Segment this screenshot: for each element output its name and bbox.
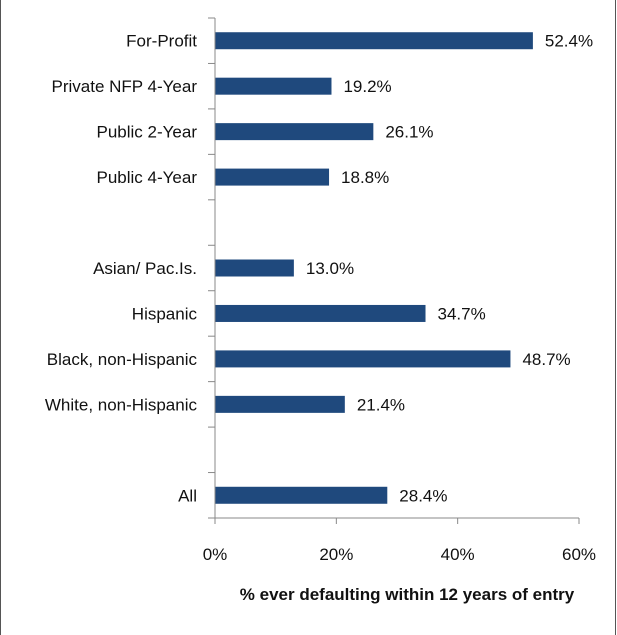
- x-tick-label: 20%: [319, 545, 353, 564]
- bar: [215, 259, 294, 277]
- category-label: White, non-Hispanic: [45, 395, 198, 414]
- bar: [215, 395, 345, 413]
- bar: [215, 350, 511, 368]
- labels-layer: For-Profit 52.4% Private NFP 4-Year 19.2% Pu…: [45, 32, 593, 506]
- x-tick-label: 0%: [203, 545, 228, 564]
- x-axis-title: % ever defaulting within 12 years of ent…: [240, 585, 575, 604]
- axes-layer: 0% 20% 40% 60%: [203, 17, 596, 564]
- x-tick-label: 60%: [562, 545, 596, 564]
- value-label: 21.4%: [357, 395, 405, 414]
- category-label: Hispanic: [132, 304, 198, 323]
- bar: [215, 77, 332, 95]
- category-label: Public 2-Year: [97, 123, 198, 142]
- category-label: Black, non-Hispanic: [47, 350, 198, 369]
- x-tick-label: 40%: [441, 545, 475, 564]
- category-label: All: [178, 486, 197, 505]
- category-label: Asian/ Pac.Is.: [93, 259, 197, 278]
- bars-layer: [215, 32, 533, 504]
- bar: [215, 32, 533, 50]
- value-label: 34.7%: [438, 304, 486, 323]
- value-label: 26.1%: [385, 123, 433, 142]
- value-label: 13.0%: [306, 259, 354, 278]
- value-label: 19.2%: [343, 77, 391, 96]
- bar: [215, 123, 374, 141]
- category-label: For-Profit: [126, 32, 197, 51]
- value-label: 52.4%: [545, 32, 593, 51]
- value-label: 48.7%: [522, 350, 570, 369]
- bar: [215, 486, 388, 504]
- value-label: 28.4%: [399, 486, 447, 505]
- bar: [215, 304, 426, 322]
- category-label: Public 4-Year: [97, 168, 198, 187]
- category-label: Private NFP 4-Year: [51, 77, 197, 96]
- bar: [215, 168, 330, 186]
- value-label: 18.8%: [341, 168, 389, 187]
